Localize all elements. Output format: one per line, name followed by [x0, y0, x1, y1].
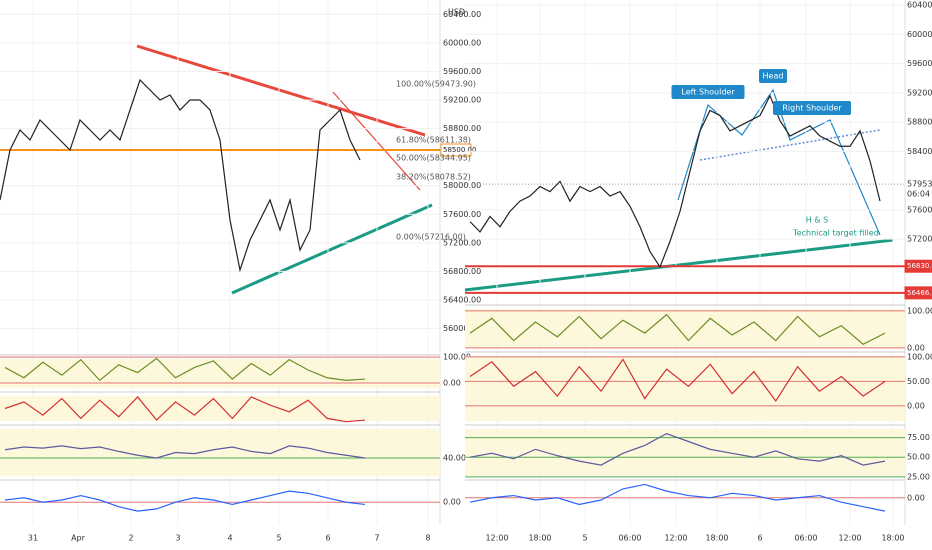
price-tag — [904, 286, 932, 300]
x-tick-label: 5 — [582, 534, 587, 543]
y-tick-label: 60400.00 — [443, 10, 481, 19]
annotation: 50.00%(58344.95) — [396, 154, 471, 163]
panel-tick-label: 0.00 — [907, 493, 925, 502]
annotation: Head — [763, 72, 784, 81]
x-tick-label: 12:00 — [664, 534, 687, 543]
y-tick-label: 58400.00 — [907, 147, 932, 156]
x-tick-label: 18:00 — [881, 534, 904, 543]
indicator-line — [4, 396, 366, 423]
indicator-line — [4, 445, 366, 459]
x-tick-label: 12:00 — [485, 534, 508, 543]
y-tick-label: 58800.00 — [443, 124, 481, 133]
trend-line — [231, 203, 433, 295]
panel-tick-label: 75.00 — [907, 433, 930, 442]
x-tick-label: 6 — [757, 534, 762, 543]
annotation: H & S — [806, 216, 828, 225]
price-tag-label: 58500.00 — [443, 146, 476, 154]
x-tick-label: 4 — [227, 534, 232, 543]
x-tick-label: 6 — [325, 534, 330, 543]
annotation: 38.20%(58078.52) — [396, 173, 471, 182]
indicator-line — [469, 483, 886, 512]
panel-tick-label: 0.00 — [443, 378, 461, 387]
panel-band — [465, 429, 905, 476]
y-tick-label: 59200.00 — [907, 88, 932, 97]
price-tag — [440, 143, 472, 157]
x-tick-label: Apr — [71, 534, 86, 543]
price-tag-label: 56830.00 — [907, 262, 932, 270]
x-tick-label: 18:00 — [705, 534, 728, 543]
y-tick-label: 60000.00 — [443, 38, 481, 47]
y-tick-label: 60000.00 — [907, 30, 932, 39]
last-price-label: 57953.24 — [907, 180, 932, 189]
panel-band — [465, 356, 905, 421]
annotation-box — [773, 101, 851, 115]
x-tick-label: 31 — [28, 534, 38, 543]
y-tick-label: 60400.00 — [907, 1, 932, 10]
annotation: 61.80%(58611.38) — [396, 136, 471, 145]
annotation: 100.00%(59473.90) — [396, 80, 476, 89]
panel-tick-label: 100.00 — [443, 353, 471, 362]
panel-tick-label: 25.00 — [907, 472, 930, 481]
annotation: Right Shoulder — [782, 104, 842, 113]
panel-tick-label: 50.00 — [907, 453, 930, 462]
x-tick-label: 2 — [128, 534, 133, 543]
y-tick-label: 57200.00 — [443, 238, 481, 247]
x-tick-label: 7 — [374, 534, 379, 543]
price-line — [0, 78, 361, 273]
panel-band — [0, 429, 440, 476]
y-tick-label: 57600.00 — [443, 210, 481, 219]
annotation-box — [671, 85, 745, 99]
x-tick-label: 3 — [175, 534, 180, 543]
price-tag-label: 56466.00 — [907, 289, 932, 297]
y-tick-label: 57600.00 — [907, 205, 932, 214]
y-tick-label: 59600.00 — [907, 59, 932, 68]
y-tick-label: 57200.00 — [907, 235, 932, 244]
panel-tick-label: 0.00 — [907, 401, 925, 410]
indicator-line — [4, 490, 366, 512]
y-tick-label: 58800.00 — [907, 118, 932, 127]
panel-tick-label: 0.00 — [907, 343, 925, 352]
panel-tick-label: 40.00 — [443, 454, 466, 463]
annotation: Left Shoulder — [681, 88, 735, 97]
y-tick-label: 59600.00 — [443, 67, 481, 76]
indicator-line — [4, 357, 366, 382]
price-line — [469, 94, 881, 269]
annotation: Technical target filled — [792, 229, 879, 238]
y-tick-label: 59200.00 — [443, 96, 481, 105]
y-tick-label: 56800.00 — [443, 267, 481, 276]
x-tick-label: 12:00 — [838, 534, 861, 543]
panel-band — [0, 359, 440, 388]
y-tick-label: 56400.00 — [443, 296, 481, 305]
last-time-label: 06:04 — [907, 190, 930, 199]
annotation: 0.00%(57216.00) — [396, 233, 466, 242]
panel-tick-label: 100.00 — [907, 306, 932, 315]
indicator-line — [469, 432, 886, 466]
panel-band — [465, 309, 905, 348]
x-tick-label: 8 — [425, 534, 430, 543]
panel-band — [0, 396, 440, 421]
annotation-box — [759, 69, 787, 83]
x-tick-label: 06:00 — [794, 534, 817, 543]
trend-line — [464, 238, 894, 292]
y-tick-label: 56000.00 — [443, 324, 481, 333]
y-tick-label: 58000.00 — [443, 181, 481, 190]
unit-label: USD — [448, 8, 465, 17]
x-tick-label: 06:00 — [618, 534, 641, 543]
x-tick-label: 18:00 — [528, 534, 551, 543]
panel-tick-label: 0.00 — [443, 498, 461, 507]
price-tag — [904, 259, 932, 273]
x-tick-label: 5 — [276, 534, 281, 543]
indicator-line — [469, 313, 886, 345]
indicator-line — [469, 358, 886, 403]
panel-tick-label: 50.00 — [907, 377, 930, 386]
panel-tick-label: 100.00 — [907, 352, 932, 361]
pattern-outline — [677, 88, 881, 236]
